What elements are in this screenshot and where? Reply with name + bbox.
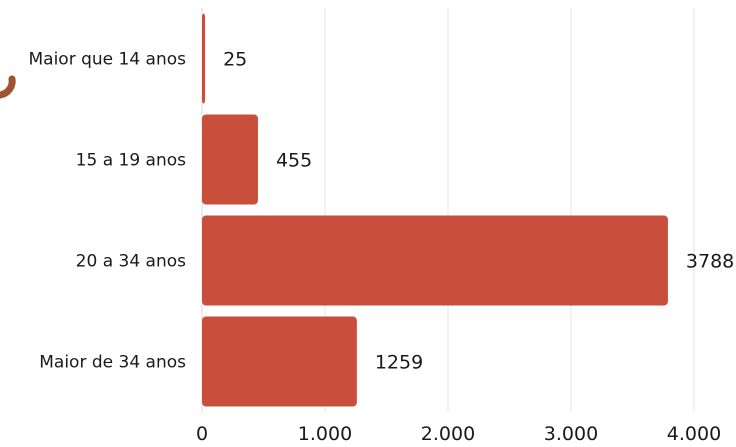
decorative-arc-icon: [0, 75, 16, 99]
x-tick-label: 1.000: [298, 423, 352, 443]
category-label: 15 a 19 anos: [76, 151, 186, 171]
x-tick-label: 4.000: [667, 423, 721, 443]
bar: [202, 114, 258, 205]
bars-layer: [202, 13, 668, 407]
value-label: 3788: [686, 251, 734, 273]
value-label: 25: [223, 49, 247, 71]
x-tick-label: 3.000: [544, 423, 598, 443]
bar: [202, 13, 206, 104]
value-label: 455: [276, 150, 312, 172]
bar: [202, 215, 668, 306]
value-label: 1259: [375, 352, 423, 374]
x-tick-label: 2.000: [421, 423, 475, 443]
decoration-layer: [0, 75, 16, 99]
labels-layer: 0 1.000 2.000 3.000 4.000 Maior que 14 anos 25…: [28, 49, 734, 446]
category-label: 20 a 34 anos: [76, 252, 186, 272]
x-tick-label: 0: [196, 423, 208, 443]
category-label: Maior de 34 anos: [39, 353, 186, 373]
category-label: Maior que 14 anos: [28, 50, 186, 70]
bar: [202, 316, 357, 407]
